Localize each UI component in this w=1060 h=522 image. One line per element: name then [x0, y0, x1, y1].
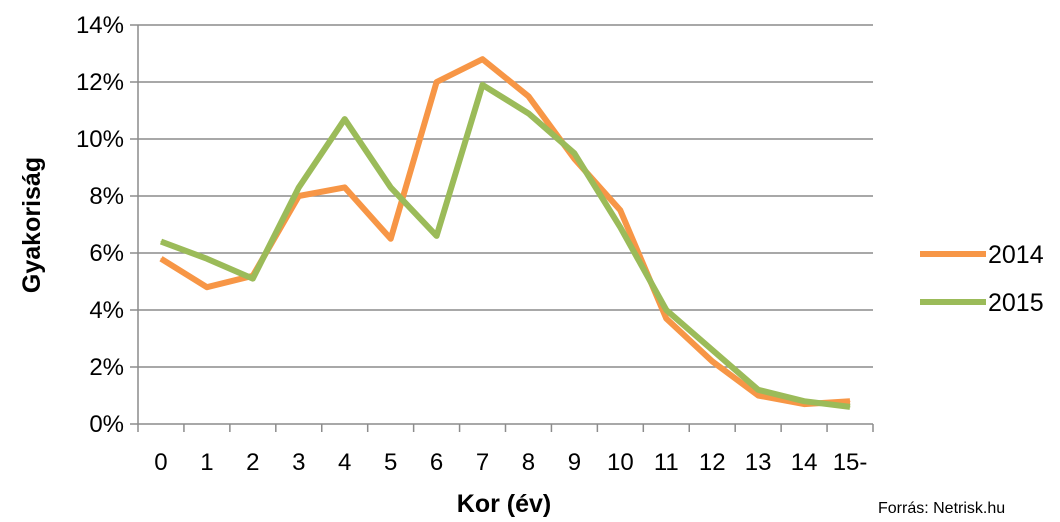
data-point	[160, 241, 162, 243]
x-tick-label: 5	[384, 449, 397, 476]
data-point	[160, 258, 162, 260]
x-axis-title: Kor (év)	[457, 490, 551, 518]
y-tick-label: 2%	[89, 354, 124, 381]
x-tick-label: 6	[430, 449, 443, 476]
data-point	[206, 258, 208, 260]
data-point	[757, 389, 759, 391]
gridlines	[138, 24, 873, 368]
data-point	[344, 186, 346, 188]
data-point	[711, 349, 713, 351]
x-axis-ticks: 0 1 2 3 4 5 6 7 8 9 10 11 12 13 14 15-	[137, 424, 874, 476]
legend: 2014 2015	[920, 241, 1044, 317]
x-tick-label: 3	[292, 449, 305, 476]
data-point	[298, 195, 300, 197]
data-point	[757, 395, 759, 396]
legend-label-2015: 2015	[988, 289, 1044, 317]
data-point	[665, 318, 667, 320]
x-tick-label: 13	[745, 449, 772, 476]
y-tick-label: 10%	[76, 126, 124, 153]
x-tick-label: 2	[246, 449, 259, 476]
legend-label-2014: 2014	[988, 241, 1044, 269]
data-point	[390, 186, 392, 188]
x-tick-label: 10	[607, 449, 634, 476]
data-point	[711, 360, 713, 362]
axes	[137, 25, 873, 425]
data-point	[527, 95, 529, 97]
x-tick-label: 7	[476, 449, 489, 476]
data-point	[436, 81, 438, 83]
data-point	[436, 235, 438, 237]
data-point	[619, 209, 621, 211]
x-tick-label: 1	[200, 449, 213, 476]
y-tick-label: 0%	[89, 411, 124, 438]
x-tick-label: 8	[522, 449, 535, 476]
data-point	[849, 406, 851, 408]
data-point	[573, 152, 575, 154]
series-line-2015	[159, 81, 851, 410]
data-point	[527, 112, 529, 114]
y-tick-label: 4%	[89, 297, 124, 324]
data-point	[849, 400, 851, 402]
series-line-2014	[159, 56, 851, 408]
x-tick-label: 15-	[833, 449, 868, 476]
source-note: Forrás: Netrisk.hu	[878, 500, 1006, 517]
data-point	[665, 309, 667, 311]
y-tick-label: 8%	[89, 183, 124, 210]
y-axis-title: Gyakoriság	[18, 157, 46, 293]
y-axis-ticks: 0% 2% 4% 6% 8% 10% 12% 14%	[76, 12, 138, 438]
x-tick-label: 12	[699, 449, 726, 476]
x-tick-label: 0	[154, 449, 167, 476]
data-point	[482, 58, 484, 60]
data-point	[482, 84, 484, 86]
series-lines	[159, 56, 851, 410]
data-point	[252, 278, 254, 280]
x-tick-label: 9	[568, 449, 581, 476]
y-tick-label: 14%	[76, 12, 124, 39]
data-point	[298, 186, 300, 188]
data-point	[619, 226, 621, 228]
y-tick-label: 6%	[89, 240, 124, 267]
data-point	[206, 286, 208, 288]
data-point	[344, 118, 346, 120]
y-tick-label: 12%	[76, 69, 124, 96]
x-tick-label: 4	[338, 449, 351, 476]
x-tick-label: 14	[791, 449, 818, 476]
data-point	[803, 400, 805, 402]
data-point	[390, 238, 392, 240]
x-tick-label: 11	[654, 449, 679, 476]
